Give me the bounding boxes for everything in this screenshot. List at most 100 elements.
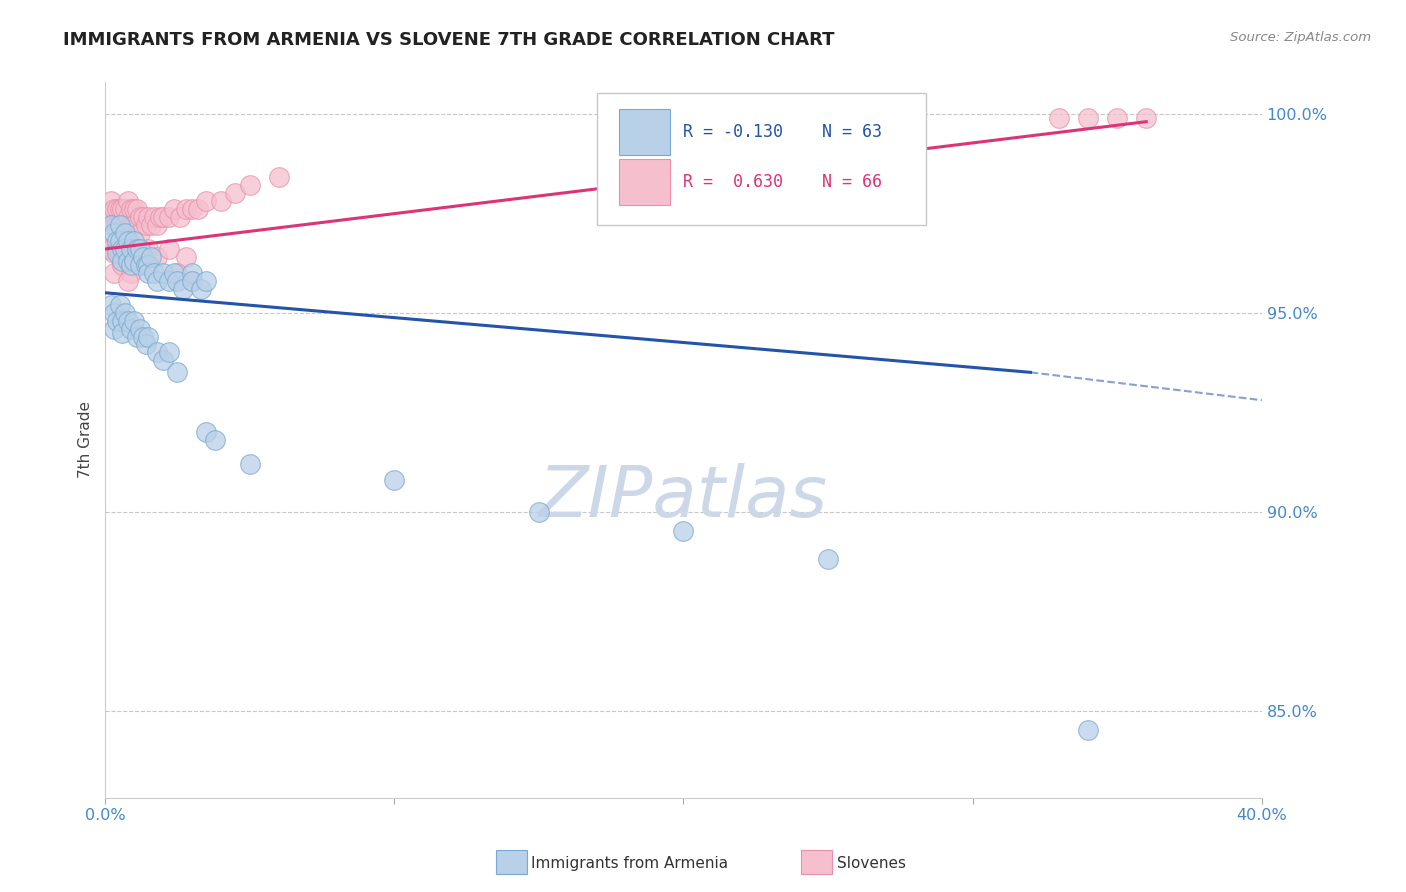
Point	[128, 210, 150, 224]
Point	[1049, 111, 1071, 125]
Point	[120, 242, 142, 256]
Text: Source: ZipAtlas.com: Source: ZipAtlas.com	[1230, 31, 1371, 45]
Point	[1077, 723, 1099, 738]
Point	[120, 258, 142, 272]
Point	[105, 313, 128, 327]
Point	[128, 258, 150, 272]
Point	[108, 246, 131, 260]
Point	[111, 258, 134, 272]
Point	[1077, 111, 1099, 125]
Point	[152, 210, 174, 224]
Point	[120, 266, 142, 280]
Y-axis label: 7th Grade: 7th Grade	[79, 401, 93, 478]
Point	[114, 242, 136, 256]
Point	[1107, 111, 1129, 125]
Point	[111, 242, 134, 256]
Point	[157, 274, 180, 288]
Point	[105, 202, 128, 217]
Point	[239, 457, 262, 471]
Point	[114, 202, 136, 217]
Point	[163, 202, 186, 217]
Point	[117, 274, 139, 288]
Point	[125, 242, 148, 256]
Point	[122, 234, 145, 248]
Point	[103, 226, 125, 240]
Point	[146, 345, 169, 359]
Point	[125, 329, 148, 343]
Point	[174, 202, 197, 217]
Point	[100, 298, 122, 312]
Point	[111, 326, 134, 340]
Point	[105, 246, 128, 260]
Point	[204, 433, 226, 447]
Point	[135, 337, 157, 351]
Point	[117, 313, 139, 327]
Point	[103, 218, 125, 232]
Point	[195, 425, 218, 439]
Point	[114, 226, 136, 240]
Point	[122, 254, 145, 268]
Point	[138, 329, 160, 343]
Point	[180, 274, 202, 288]
Point	[105, 234, 128, 248]
Point	[163, 266, 186, 280]
Point	[111, 218, 134, 232]
Point	[117, 234, 139, 248]
FancyBboxPatch shape	[619, 109, 669, 155]
Point	[152, 353, 174, 368]
Point	[122, 202, 145, 217]
Point	[100, 210, 122, 224]
Point	[166, 274, 188, 288]
Point	[103, 306, 125, 320]
Point	[100, 242, 122, 256]
Point	[138, 242, 160, 256]
Point	[209, 194, 232, 209]
Point	[527, 505, 550, 519]
Point	[146, 274, 169, 288]
Point	[97, 242, 120, 256]
Point	[180, 266, 202, 280]
Point	[125, 202, 148, 217]
Point	[117, 254, 139, 268]
Point	[1135, 111, 1157, 125]
Point	[143, 266, 166, 280]
Point	[169, 210, 191, 224]
Point	[157, 210, 180, 224]
Point	[146, 218, 169, 232]
Point	[122, 218, 145, 232]
Point	[108, 234, 131, 248]
Point	[672, 524, 695, 539]
Point	[111, 254, 134, 268]
Point	[103, 321, 125, 335]
Point	[105, 218, 128, 232]
Point	[152, 266, 174, 280]
Point	[131, 250, 153, 264]
Point	[117, 194, 139, 209]
Point	[103, 202, 125, 217]
Text: N = 66: N = 66	[823, 173, 883, 191]
Point	[117, 250, 139, 264]
Point	[187, 202, 209, 217]
Point	[166, 365, 188, 379]
Point	[97, 206, 120, 220]
FancyBboxPatch shape	[619, 160, 669, 205]
Point	[166, 266, 188, 280]
Text: Immigrants from Armenia: Immigrants from Armenia	[531, 856, 728, 871]
Point	[114, 242, 136, 256]
Point	[190, 282, 212, 296]
Point	[131, 210, 153, 224]
Point	[108, 218, 131, 232]
Point	[114, 306, 136, 320]
Point	[267, 170, 290, 185]
Point	[138, 210, 160, 224]
Point	[100, 194, 122, 209]
Point	[180, 274, 202, 288]
Point	[817, 552, 839, 566]
Text: IMMIGRANTS FROM ARMENIA VS SLOVENE 7TH GRADE CORRELATION CHART: IMMIGRANTS FROM ARMENIA VS SLOVENE 7TH G…	[63, 31, 835, 49]
Point	[141, 250, 163, 264]
Point	[382, 473, 405, 487]
Point	[103, 266, 125, 280]
Point	[128, 321, 150, 335]
Point	[157, 242, 180, 256]
Point	[111, 250, 134, 264]
